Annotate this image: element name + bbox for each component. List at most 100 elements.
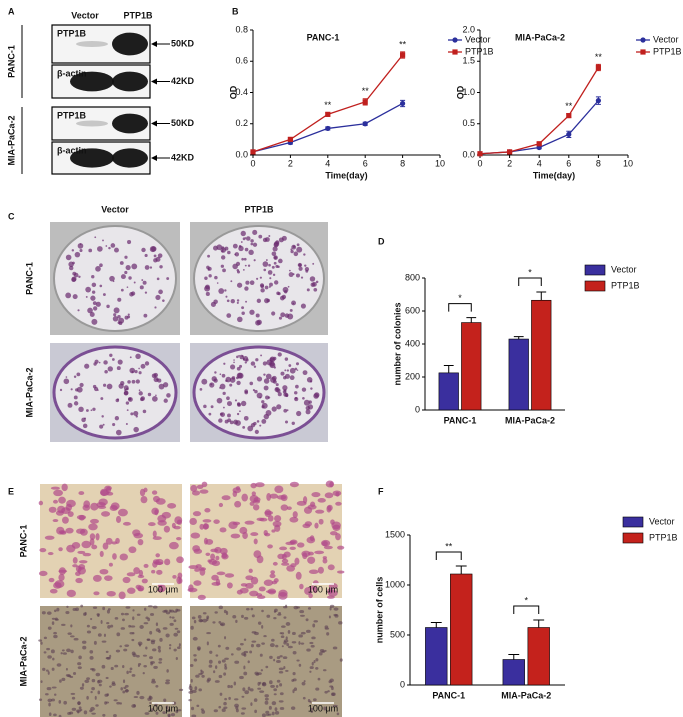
cell [122, 690, 126, 694]
cell [154, 509, 159, 516]
colony [285, 420, 289, 424]
cell [131, 651, 136, 656]
cell [303, 680, 306, 683]
colony [259, 276, 262, 279]
cell [189, 663, 194, 667]
cell [71, 707, 77, 711]
colony [74, 251, 81, 258]
cell [302, 496, 308, 504]
cell [58, 714, 62, 717]
cell [90, 617, 93, 621]
cell [312, 698, 317, 702]
cell [82, 552, 92, 557]
cell [122, 521, 131, 526]
cell [107, 624, 111, 629]
colony [263, 378, 270, 384]
cell [226, 582, 233, 589]
cell [168, 609, 172, 613]
colony [227, 413, 231, 418]
colony [265, 409, 272, 416]
cell [88, 523, 98, 531]
colony [94, 236, 97, 239]
cell [72, 557, 78, 564]
colony [156, 277, 160, 281]
cell [47, 552, 54, 556]
cell [223, 609, 227, 614]
cell [118, 591, 126, 600]
cell [267, 515, 274, 522]
cell [203, 523, 210, 530]
cell [257, 621, 262, 625]
colony [292, 245, 296, 248]
cell [120, 687, 123, 691]
colony [239, 364, 243, 368]
cell [200, 708, 204, 711]
colony [236, 376, 239, 380]
colony [237, 316, 243, 323]
cell [71, 696, 76, 700]
cell [54, 693, 57, 696]
legend-marker [640, 37, 646, 43]
cell [307, 607, 312, 610]
cell [72, 608, 77, 611]
cell [83, 710, 88, 715]
colony [163, 398, 168, 403]
colony [144, 253, 148, 258]
cell [214, 680, 220, 683]
cell [283, 666, 286, 670]
colony [288, 272, 294, 278]
colony [275, 383, 279, 387]
cell [291, 631, 296, 636]
cell [97, 690, 101, 695]
colony [253, 259, 256, 262]
colony [282, 385, 288, 391]
cell [327, 504, 333, 511]
cell [139, 695, 145, 700]
colony [117, 297, 122, 302]
colony [123, 390, 129, 396]
legend-label: PTP1B [653, 46, 682, 56]
cell [210, 553, 216, 560]
colony [127, 380, 131, 384]
cell [221, 708, 226, 712]
cell [304, 587, 312, 595]
cell [63, 700, 68, 705]
cell [328, 615, 331, 619]
cell [86, 677, 91, 680]
cell [323, 706, 327, 711]
cell [89, 655, 94, 660]
cell [78, 491, 85, 496]
colony [135, 353, 141, 360]
cell [311, 492, 321, 498]
cell [310, 707, 314, 711]
colony [199, 388, 203, 391]
cell [197, 647, 201, 651]
colony [274, 280, 279, 285]
cell [230, 685, 233, 689]
cell [53, 713, 57, 717]
colony [142, 409, 147, 414]
cell [143, 563, 149, 568]
cell [162, 610, 168, 613]
cell [281, 558, 289, 564]
cell [230, 533, 241, 539]
cell [146, 638, 151, 641]
colony [245, 280, 250, 285]
cell [113, 713, 117, 717]
colony [243, 257, 247, 261]
cell [70, 624, 73, 628]
cell [46, 647, 50, 651]
row-label: MIA-PaCa-2 [24, 367, 34, 417]
colony [166, 393, 171, 398]
cell [124, 644, 130, 647]
colony [210, 383, 213, 386]
colony [220, 255, 226, 260]
colony [90, 295, 96, 301]
colony [59, 388, 63, 392]
cell [177, 572, 183, 579]
colony [73, 395, 78, 400]
colony [222, 391, 226, 396]
cell [305, 618, 309, 622]
cell [165, 681, 170, 685]
cell [232, 614, 237, 619]
